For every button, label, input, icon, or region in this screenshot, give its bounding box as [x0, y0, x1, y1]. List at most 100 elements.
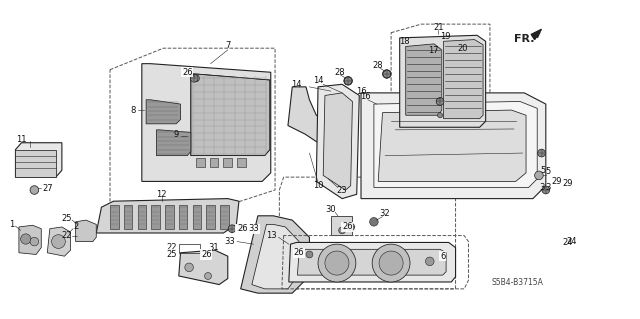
- Polygon shape: [400, 35, 486, 127]
- Polygon shape: [191, 74, 270, 156]
- Circle shape: [383, 70, 390, 78]
- Text: 10: 10: [313, 181, 323, 190]
- Text: 26: 26: [182, 68, 193, 77]
- Text: 21: 21: [433, 23, 444, 32]
- Polygon shape: [76, 220, 96, 241]
- Polygon shape: [138, 204, 146, 229]
- Text: S5B4-B3715A: S5B4-B3715A: [492, 278, 543, 287]
- Polygon shape: [165, 204, 173, 229]
- Text: 33: 33: [224, 237, 235, 246]
- Circle shape: [383, 70, 391, 78]
- Polygon shape: [142, 64, 271, 182]
- Circle shape: [621, 207, 634, 219]
- Text: 24: 24: [566, 237, 577, 246]
- Text: 26: 26: [201, 250, 212, 259]
- Polygon shape: [179, 250, 228, 285]
- Text: 32: 32: [380, 209, 390, 218]
- Circle shape: [20, 234, 31, 244]
- Text: 28: 28: [373, 61, 383, 70]
- Polygon shape: [374, 101, 537, 188]
- Bar: [179, 244, 200, 253]
- Circle shape: [325, 251, 349, 275]
- Text: 8: 8: [131, 106, 136, 115]
- Text: 18: 18: [399, 37, 410, 46]
- Text: 14: 14: [291, 80, 302, 89]
- Text: 5: 5: [546, 167, 551, 176]
- Polygon shape: [193, 204, 201, 229]
- Polygon shape: [316, 84, 359, 199]
- Text: 27: 27: [42, 184, 52, 193]
- Text: 16: 16: [356, 87, 366, 96]
- Text: 9: 9: [173, 130, 179, 139]
- Circle shape: [318, 244, 356, 282]
- Circle shape: [438, 113, 443, 118]
- Text: 23: 23: [337, 186, 348, 195]
- Text: 22: 22: [166, 243, 177, 252]
- Text: 25: 25: [166, 250, 177, 259]
- Text: 25: 25: [62, 214, 72, 223]
- Polygon shape: [323, 93, 353, 190]
- Polygon shape: [241, 216, 309, 293]
- Text: 3: 3: [539, 183, 544, 192]
- Circle shape: [193, 75, 200, 82]
- Polygon shape: [15, 143, 62, 177]
- Text: 28: 28: [334, 68, 345, 77]
- Polygon shape: [146, 100, 180, 124]
- Bar: [196, 158, 205, 167]
- Polygon shape: [252, 224, 299, 289]
- Text: 24: 24: [562, 238, 573, 247]
- Text: 2: 2: [73, 222, 78, 232]
- Circle shape: [538, 149, 545, 157]
- Circle shape: [370, 218, 378, 226]
- Text: FR.: FR.: [514, 34, 534, 44]
- Polygon shape: [19, 225, 41, 255]
- Circle shape: [436, 98, 444, 105]
- Text: 19: 19: [440, 32, 451, 41]
- Polygon shape: [151, 204, 160, 229]
- Text: 7: 7: [225, 41, 230, 50]
- Polygon shape: [298, 249, 446, 275]
- Text: 17: 17: [428, 46, 438, 55]
- Polygon shape: [289, 242, 456, 282]
- Text: 22: 22: [62, 231, 72, 240]
- Circle shape: [30, 186, 38, 194]
- Text: 14: 14: [313, 76, 323, 85]
- Polygon shape: [557, 188, 583, 216]
- Polygon shape: [156, 130, 191, 156]
- Text: 31: 31: [208, 243, 218, 252]
- Polygon shape: [110, 204, 118, 229]
- Polygon shape: [288, 87, 340, 164]
- Circle shape: [52, 235, 65, 249]
- Circle shape: [553, 240, 561, 248]
- Polygon shape: [361, 93, 546, 199]
- Circle shape: [228, 225, 236, 232]
- Text: 1: 1: [10, 220, 15, 229]
- Bar: [223, 158, 232, 167]
- Text: 16: 16: [360, 92, 371, 101]
- Text: 26: 26: [236, 224, 246, 233]
- Text: 29: 29: [562, 180, 573, 189]
- Text: 30: 30: [326, 205, 336, 214]
- Circle shape: [534, 171, 543, 180]
- Circle shape: [426, 257, 434, 266]
- Polygon shape: [318, 143, 344, 190]
- Text: 13: 13: [266, 231, 277, 240]
- Circle shape: [347, 223, 355, 231]
- Circle shape: [597, 207, 609, 219]
- Text: 11: 11: [16, 135, 27, 144]
- Text: 12: 12: [156, 190, 167, 199]
- Circle shape: [344, 77, 353, 85]
- Text: 33: 33: [248, 224, 259, 233]
- Circle shape: [306, 251, 313, 258]
- Circle shape: [185, 263, 193, 272]
- Circle shape: [190, 74, 198, 82]
- Polygon shape: [179, 204, 188, 229]
- Circle shape: [344, 77, 352, 85]
- Text: 29: 29: [552, 177, 562, 186]
- Bar: [210, 158, 218, 167]
- Polygon shape: [96, 199, 239, 233]
- Polygon shape: [368, 101, 397, 138]
- Polygon shape: [47, 227, 70, 256]
- Circle shape: [339, 227, 346, 234]
- Polygon shape: [531, 29, 541, 40]
